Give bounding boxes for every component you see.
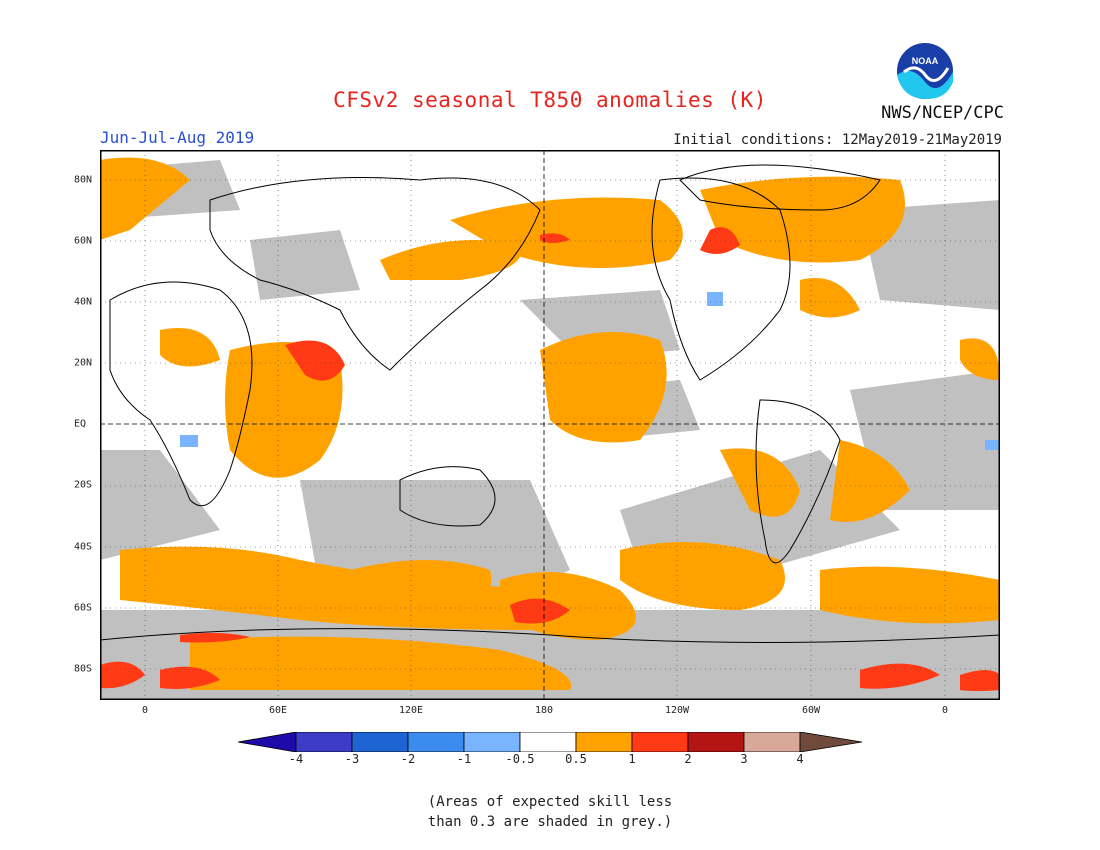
map-frame — [100, 150, 1000, 700]
footnote-line-2: than 0.3 are shaded in grey.) — [427, 814, 673, 830]
colorbar-label: -1 — [456, 752, 472, 766]
lat-label-60n: 60N — [74, 235, 93, 247]
colorbar-bin — [575, 732, 633, 752]
initial-conditions-label: Initial conditions: 12May2019-21May2019 — [673, 132, 1002, 148]
colorbar-label: 1 — [628, 752, 636, 766]
hot-anomaly-areas — [100, 227, 1000, 691]
colorbar-label: 4 — [796, 752, 804, 766]
lat-label-20n: 20N — [74, 357, 93, 369]
colorbar-label: -2 — [400, 752, 416, 766]
colorbar-label: -0.5 — [505, 752, 535, 766]
colorbar-bin — [743, 732, 801, 752]
graticule — [100, 150, 1000, 700]
warm-anomaly-areas — [100, 157, 1000, 690]
colorbar-bin — [631, 732, 689, 752]
lon-label-60w: 60W — [801, 705, 821, 716]
lon-label-120w: 120W — [664, 705, 690, 716]
season-label: Jun-Jul-Aug 2019 — [100, 128, 255, 147]
noaa-logo: NOAA — [896, 42, 954, 100]
lat-label-40n: 40N — [74, 296, 93, 308]
colorbar-bin — [407, 732, 465, 752]
lat-label-40s: 40S — [74, 541, 93, 553]
cool-anomaly-areas — [180, 292, 1000, 450]
lat-label-80n: 80N — [74, 174, 93, 186]
colorbar-bin — [687, 732, 745, 752]
lat-label-60s: 60S — [74, 602, 93, 614]
lon-label-180: 180 — [534, 705, 554, 716]
colorbar-bin — [519, 732, 577, 752]
colorbar-label: -4 — [288, 752, 304, 766]
lon-label-60e: 60E — [268, 705, 288, 716]
coastlines — [100, 164, 1000, 643]
anomaly-map — [100, 150, 1000, 700]
lon-label-120e: 120E — [398, 705, 424, 716]
footnote-line-1: (Areas of expected skill less — [427, 794, 673, 810]
colorbar-bin — [351, 732, 409, 752]
reference-lines — [100, 150, 1000, 700]
lon-label-0: 0 — [141, 705, 149, 716]
colorbar-arrow-low — [238, 732, 297, 752]
colorbar-arrow-high — [799, 732, 862, 752]
colorbar-label: 0.5 — [565, 752, 587, 766]
lat-label-eq: EQ — [74, 418, 87, 430]
colorbar-bin — [295, 732, 353, 752]
chart-title: CFSv2 seasonal T850 anomalies (K) — [333, 88, 767, 112]
skill-footnote: (Areas of expected skill less than 0.3 a… — [0, 792, 1100, 832]
lon-label-0-east: 0 — [941, 705, 949, 716]
colorbar-label: 2 — [684, 752, 692, 766]
colorbar-label: 3 — [740, 752, 748, 766]
colorbar-bin — [463, 732, 521, 752]
colorbar-label: -3 — [344, 752, 360, 766]
organization-label: NWS/NCEP/CPC — [881, 103, 1004, 123]
lat-label-20s: 20S — [74, 479, 93, 491]
logo-text: NOAA — [912, 56, 939, 66]
lat-label-80s: 80S — [74, 663, 93, 675]
color-bar — [238, 732, 862, 752]
